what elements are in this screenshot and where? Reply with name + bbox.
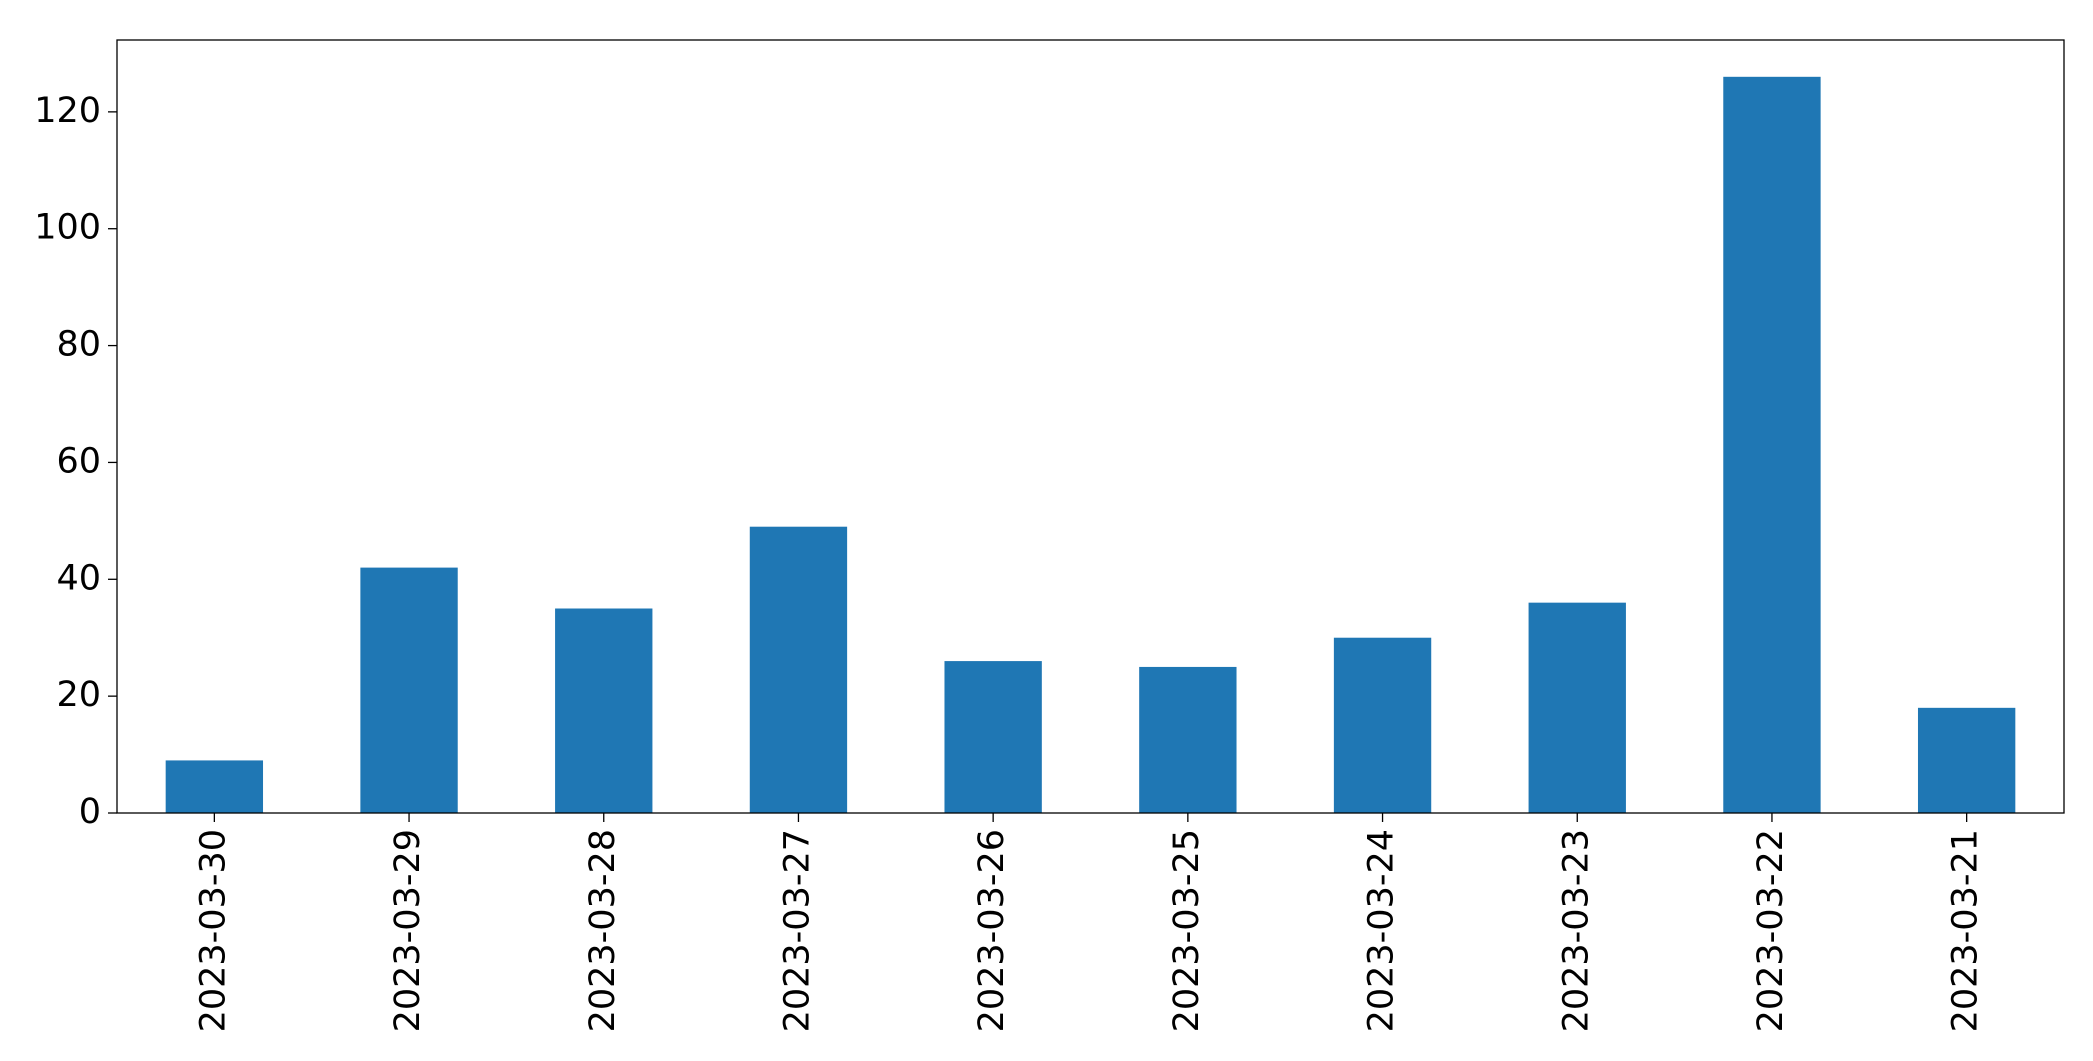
y-tick-label: 20	[56, 675, 101, 715]
y-tick-label: 100	[34, 208, 101, 248]
x-tick-label: 2023-03-23	[1556, 829, 1596, 1032]
x-tick-label: 2023-03-27	[777, 829, 817, 1032]
y-tick-label: 120	[34, 91, 101, 131]
y-tick-label: 80	[56, 325, 101, 365]
bar	[165, 760, 264, 813]
x-tick-label: 2023-03-21	[1946, 829, 1986, 1032]
bar	[1917, 707, 2016, 813]
bar	[1723, 76, 1821, 814]
x-tick-label: 2023-03-24	[1362, 829, 1402, 1032]
plot-frame	[116, 39, 2065, 814]
x-tick-label: 2023-03-22	[1751, 829, 1791, 1032]
bar	[944, 661, 1042, 813]
x-tick-label: 2023-03-25	[1167, 829, 1207, 1032]
x-tick-label: 2023-03-29	[388, 829, 428, 1032]
x-tick-label: 2023-03-28	[583, 829, 623, 1032]
bar	[555, 608, 653, 813]
y-tick-label: 40	[56, 558, 101, 598]
bar	[1333, 637, 1432, 813]
x-tick-label: 2023-03-26	[972, 829, 1012, 1032]
y-tick-label: 60	[56, 441, 101, 481]
y-tick-label: 0	[79, 792, 101, 832]
x-tick-label: 2023-03-30	[193, 829, 233, 1032]
bar	[360, 567, 458, 813]
bar	[1528, 602, 1626, 813]
bar	[749, 526, 848, 813]
bar	[1139, 666, 1237, 813]
